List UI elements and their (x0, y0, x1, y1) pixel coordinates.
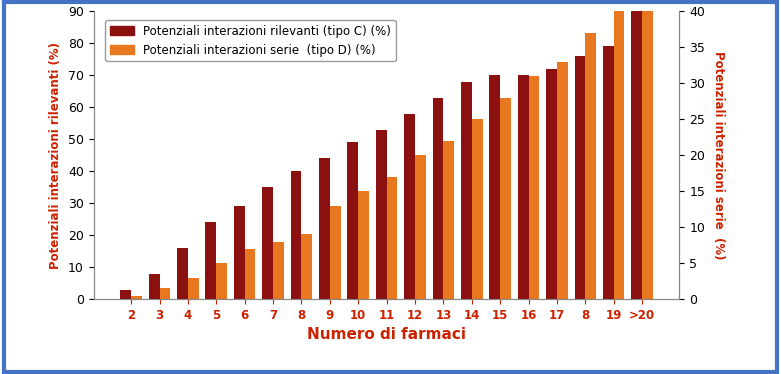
Bar (358, 191, 369, 299)
Bar (405, 114, 415, 299)
Bar (557, 62, 568, 299)
Bar (376, 130, 387, 299)
Bar (529, 76, 540, 299)
X-axis label: Numero di farmaci: Numero di farmaci (307, 328, 466, 343)
Bar (244, 249, 255, 299)
Bar (603, 46, 614, 299)
Bar (387, 177, 398, 299)
Bar (148, 274, 159, 299)
Bar (461, 82, 472, 299)
Bar (188, 278, 198, 299)
Legend: Potenziali interazioni rilevanti (tipo C) (%), Potenziali interazioni serie  (ti: Potenziali interazioni rilevanti (tipo C… (105, 20, 396, 61)
Bar (444, 141, 454, 299)
Bar (614, 11, 625, 299)
Bar (177, 248, 188, 299)
Bar (500, 98, 511, 299)
Bar (301, 234, 312, 299)
Bar (415, 155, 426, 299)
Bar (159, 288, 170, 299)
Bar (433, 98, 444, 299)
Bar (472, 119, 483, 299)
Y-axis label: Potenziali interazioni rilevanti (%): Potenziali interazioni rilevanti (%) (49, 42, 62, 269)
Bar (518, 75, 529, 299)
Bar (262, 187, 273, 299)
Bar (642, 0, 653, 299)
Bar (273, 242, 284, 299)
Y-axis label: Potenziali interazioni serie  (%): Potenziali interazioni serie (%) (711, 51, 725, 260)
Bar (131, 295, 142, 299)
Bar (216, 263, 227, 299)
Bar (490, 75, 500, 299)
Bar (585, 33, 596, 299)
Bar (291, 171, 301, 299)
Bar (631, 11, 642, 299)
Bar (348, 142, 358, 299)
Bar (319, 159, 330, 299)
Bar (120, 289, 131, 299)
Bar (546, 69, 557, 299)
Bar (234, 206, 244, 299)
Bar (575, 56, 585, 299)
Bar (205, 223, 216, 299)
Bar (330, 206, 341, 299)
